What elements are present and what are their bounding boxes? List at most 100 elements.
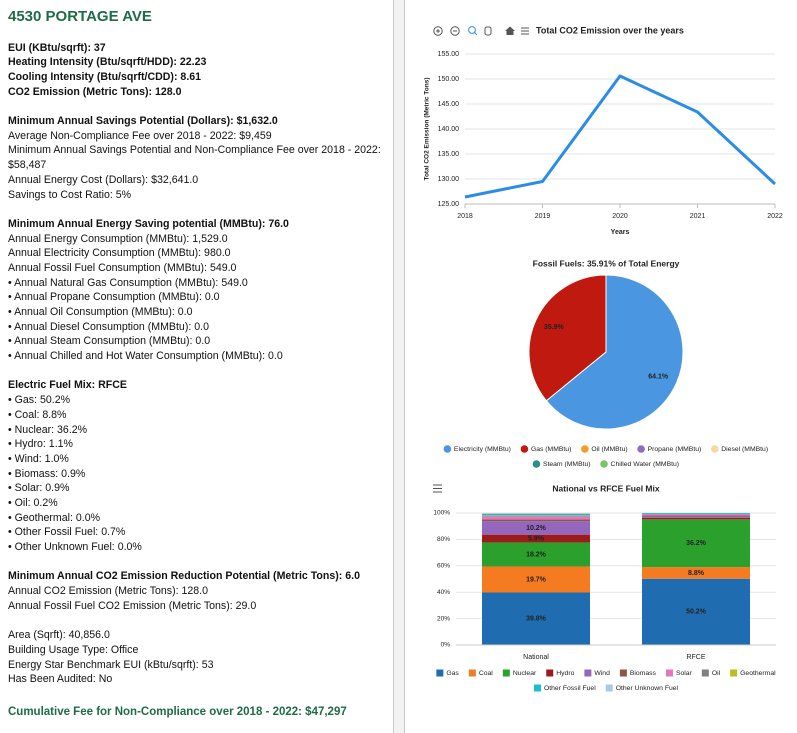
section-line: • Annual Steam Consumption (MMBtu): 0.0 (8, 335, 211, 348)
legend-item: Coal (468, 669, 493, 677)
legend-item: Steam (MMBtu) (532, 460, 591, 468)
legend-label: Steam (MMBtu) (543, 461, 591, 468)
x-tick-label: 2019 (535, 213, 551, 220)
section-line: • Other Fossil Fuel: 0.7% (8, 526, 126, 539)
legend-item: Gas (MMBtu) (520, 445, 571, 453)
summary-line: EUI (KBtu/sqrft): 37 (8, 41, 106, 54)
legend-label: Oil (712, 670, 721, 677)
y-tick-label: 0% (441, 642, 451, 649)
bar-segment (482, 515, 590, 517)
detail-line: Building Usage Type: Office (8, 643, 139, 656)
legend-label: Wind (594, 670, 610, 677)
pie-label: 64.1% (648, 374, 669, 381)
section-block: Electric Fuel Mix: RFCE • Gas: 50.2% • Coa… (8, 378, 393, 554)
x-axis-label: Years (611, 229, 630, 236)
bar-label: 5.9% (528, 535, 545, 542)
section-line: Savings to Cost Ratio: 5% (8, 188, 132, 201)
section-heading: Minimum Annual CO2 Emission Reduction Po… (8, 570, 360, 583)
legend-label: Solar (676, 670, 693, 677)
y-tick-label: 135.00 (438, 151, 460, 158)
legend-marker (520, 445, 529, 453)
zoom-in-button[interactable] (433, 26, 443, 36)
legend-item: Hydro (546, 669, 575, 677)
y-tick-label: 150.00 (438, 76, 460, 83)
legend-label: Oil (MMBtu) (591, 446, 627, 453)
section-heading: Minimum Annual Energy Saving potential (… (8, 217, 289, 230)
bar-segment (642, 513, 750, 514)
chart-title: National vs RFCE Fuel Mix (552, 483, 659, 493)
section-line: • Annual Natural Gas Consumption (MMBtu)… (8, 276, 248, 289)
y-tick-label: 130.00 (438, 176, 460, 183)
legend-label: Hydro (556, 670, 574, 677)
legend-marker (619, 669, 627, 677)
legend-item: Other Unknown Fuel (605, 684, 679, 692)
legend-label: Geothermal (740, 670, 776, 677)
y-tick-label: 40% (437, 589, 450, 596)
legend-item: Propane (MMBtu) (637, 445, 701, 453)
x-tick-label: National (523, 654, 549, 661)
section-line: Average Non-Compliance Fee over 2018 - 2… (8, 129, 272, 142)
legend-item: Geothermal (730, 669, 776, 677)
summary-block: EUI (KBtu/sqrft): 37 Heating Intensity (B… (8, 41, 393, 100)
legend-marker (600, 460, 608, 468)
y-tick-label: 140.00 (438, 126, 460, 133)
x-tick-label: RFCE (686, 654, 705, 661)
chart-toolbar (433, 26, 529, 493)
section-line: • Wind: 1.0% (8, 452, 69, 465)
legend-item: Nuclear (502, 669, 537, 677)
section-block: Minimum Annual CO2 Emission Reduction Po… (8, 569, 393, 613)
bar-label: 36.2% (686, 540, 707, 547)
section-line: • Annual Chilled and Hot Water Consumpti… (8, 350, 283, 363)
reset-button[interactable] (505, 26, 515, 36)
section-line: Annual CO2 Emission (Metric Tons): 128.0 (8, 585, 208, 598)
legend-label: Other Fossil Fuel (544, 685, 596, 692)
legend-item: Electricity (MMBtu) (443, 445, 511, 453)
pie-label: 35.9% (544, 324, 565, 331)
legend-label: Propane (MMBtu) (648, 446, 702, 453)
menu-button[interactable] (521, 27, 529, 35)
section-line: • Coal: 8.8% (8, 408, 67, 421)
y-axis-label: Total CO2 Emission (Metric Tons) (424, 77, 431, 180)
legend-marker (546, 669, 554, 677)
selection-zoom-button[interactable] (468, 26, 478, 36)
menu-button[interactable] (433, 484, 442, 493)
divider (393, 0, 405, 733)
bar-segment (642, 567, 750, 579)
legend-label: Electricity (MMBtu) (454, 446, 511, 453)
details-block: Area (Sqrft): 40,856.0 Building Usage Typ… (8, 628, 393, 687)
y-tick-label: 155.00 (438, 51, 460, 58)
y-tick-label: 125.00 (438, 201, 460, 208)
detail-line: Has Been Audited: No (8, 673, 113, 686)
legend-item: Chilled Water (MMBtu) (600, 460, 679, 468)
bar-segment (642, 514, 750, 516)
legend-label: Nuclear (513, 670, 537, 677)
section-line: • Biomass: 0.9% (8, 467, 86, 480)
section-line: • Nuclear: 36.2% (8, 423, 88, 436)
bar-segment (482, 513, 590, 516)
section-heading: Electric Fuel Mix: RFCE (8, 379, 127, 392)
legend-marker (502, 669, 510, 677)
chart-title: Fossil Fuels: 35.91% of Total Energy (533, 258, 680, 268)
legend-marker (584, 669, 592, 677)
x-tick-label: 2021 (690, 213, 706, 220)
legend-marker (637, 445, 645, 453)
charts: Total CO2 Emission over the years 125.00 1… (424, 25, 783, 692)
zoom-out-button[interactable] (450, 26, 460, 36)
legend-marker (605, 684, 613, 692)
pan-button[interactable] (484, 26, 492, 36)
building-panel: 4530 PORTAGE AVE EUI (KBtu/sqrft): 37 Heat… (0, 0, 393, 722)
bar-segment (482, 592, 590, 645)
section-block: Minimum Annual Energy Saving potential (… (8, 217, 393, 364)
legend-marker (701, 669, 709, 677)
section-line: • Annual Diesel Consumption (MMBtu): 0.0 (8, 320, 209, 333)
detail-line: Energy Star Benchmark EUI (kBtu/sqrft): … (8, 658, 214, 671)
legend-label: Gas (MMBtu) (531, 446, 571, 453)
section-line: Annual Energy Consumption (MMBtu): 1,529… (8, 232, 228, 245)
legend-label: Biomass (630, 670, 657, 677)
line-series (464, 74, 777, 199)
summary-line: Cooling Intensity (Btu/sqrft/CDD): 8.61 (8, 71, 202, 83)
section-line: • Solar: 0.9% (8, 482, 70, 495)
legend-item: Gas (436, 669, 459, 677)
section-line: Annual Fossil Fuel Consumption (MMBtu): … (8, 261, 237, 274)
section-line: • Oil: 0.2% (8, 497, 58, 510)
